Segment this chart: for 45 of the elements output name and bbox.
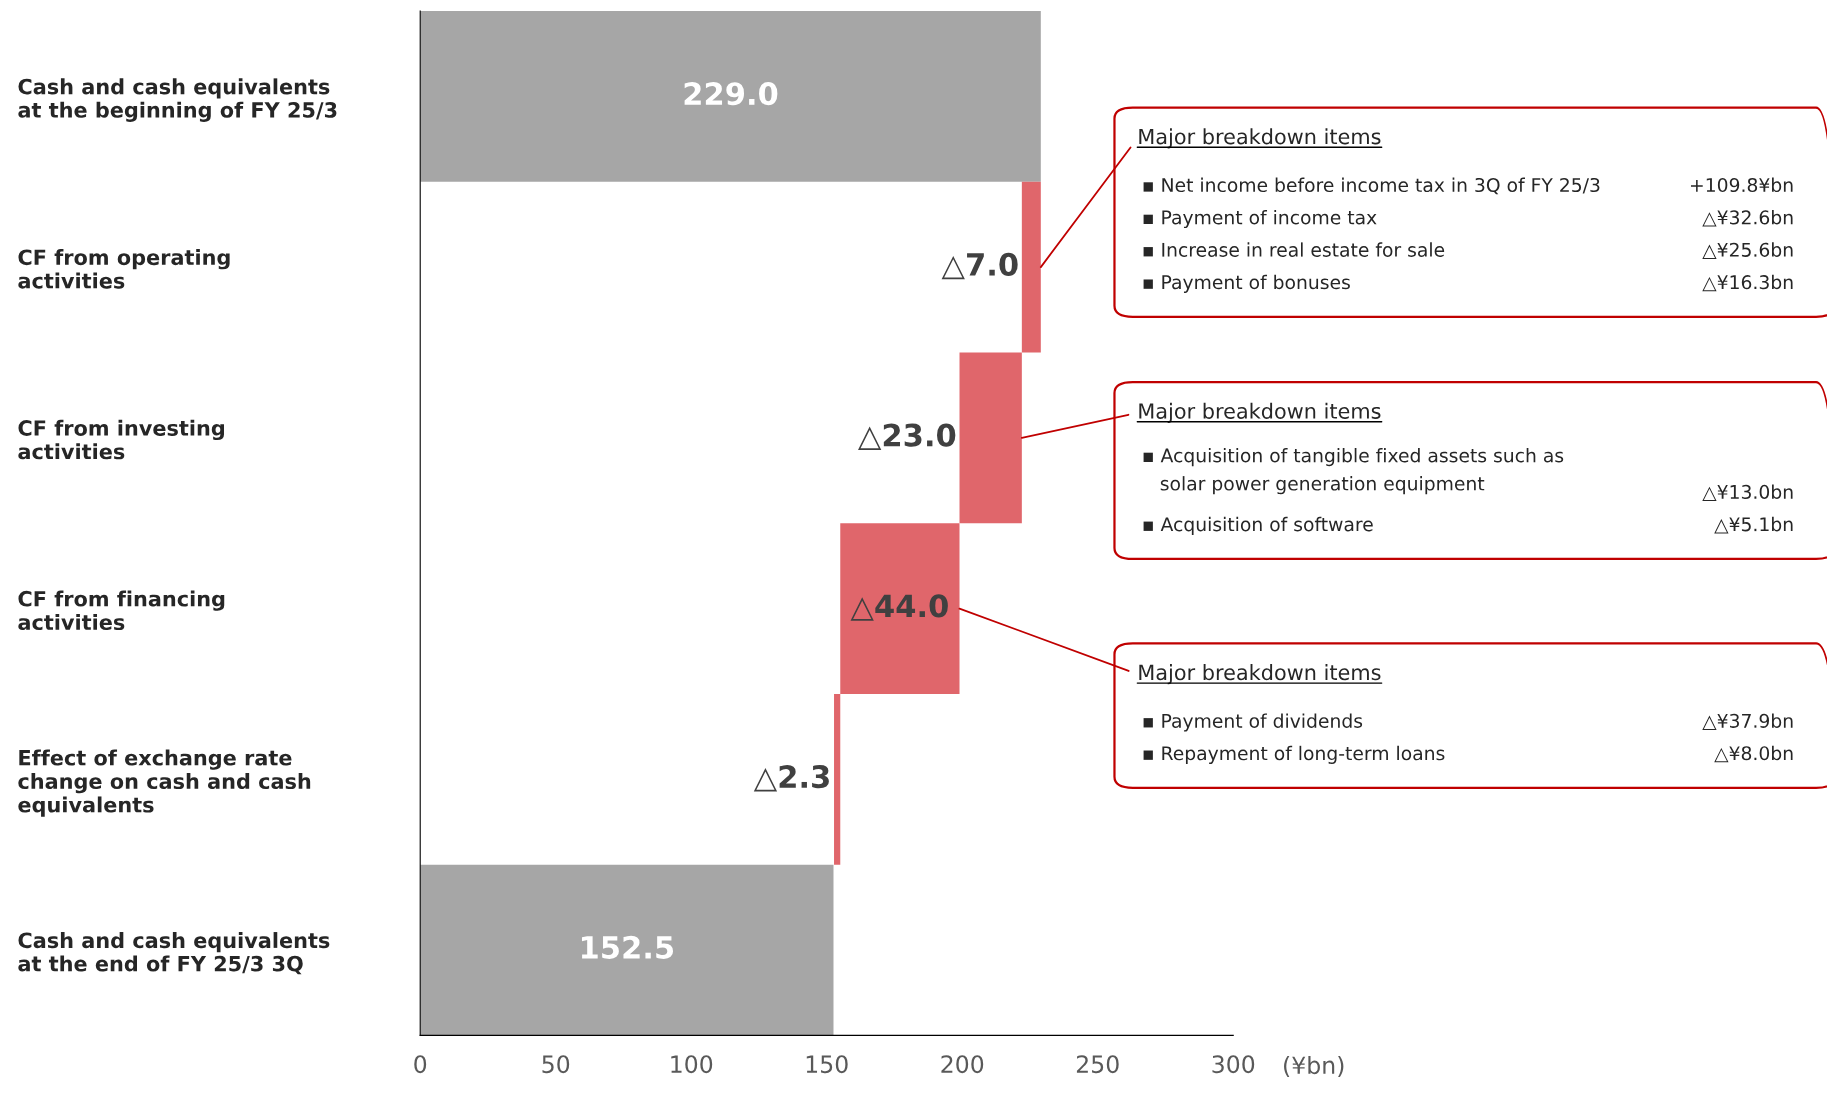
x-axis-title: (¥bn)	[1284, 1055, 1344, 1077]
annotation: ▪ Net income before income tax in 3Q of FY 25/3	[1143, 177, 1600, 195]
data-label: 229.0	[684, 82, 778, 106]
annotation: ▪ Payment of bonuses	[1143, 274, 1350, 293]
bar	[840, 523, 960, 694]
x-tick-label: 50	[542, 1055, 570, 1074]
x-tick-label: 0	[414, 1055, 427, 1074]
annotation: ▪ Repayment of long-term loans	[1143, 745, 1445, 764]
x-tick-label: 200	[941, 1055, 984, 1074]
x-tick-label: 300	[1212, 1055, 1255, 1074]
bar	[1021, 181, 1041, 353]
data-label: △7.0	[941, 252, 1018, 280]
bar	[420, 864, 834, 1036]
x-tick-label: 150	[806, 1055, 848, 1074]
y-tick-label: CF from operating activities	[18, 249, 230, 289]
text: △¥32.6bn	[1702, 209, 1793, 227]
text: △¥37.9bn	[1702, 713, 1793, 730]
x-tick-label: 250	[1076, 1055, 1119, 1074]
y-tick-label: Cash and cash equivalents at the end of FY 25/3 3Q	[18, 932, 330, 975]
annotation: ▪ Acquisition of tangible fixed assets such as solar power generation equipment	[1143, 447, 1564, 495]
annotation: Major breakdown items	[1139, 128, 1381, 149]
data-label: △2.3	[753, 765, 829, 792]
text: △¥13.0bn	[1702, 484, 1793, 502]
text: +109.8¥bn	[1690, 177, 1793, 193]
bar	[959, 352, 1022, 524]
annotation: ▪ Increase in real estate for sale	[1143, 242, 1445, 257]
data-label: △44.0	[850, 594, 948, 621]
annotation: ▪ Acquisition of software	[1143, 516, 1373, 536]
text: △¥25.6bn	[1702, 242, 1793, 259]
y-tick-label: Cash and cash equivalents at the beginning of FY 25/3	[18, 78, 337, 123]
y-tick-label: CF from financing activities	[18, 590, 225, 631]
y-tick-label: Effect of exchange rate change on cash and cash equivalents	[18, 749, 311, 817]
annotation: ▪ Payment of income tax	[1143, 209, 1377, 229]
y-tick-label: CF from investing activities	[18, 419, 224, 460]
x-tick-label: 100	[671, 1055, 713, 1074]
bar	[420, 10, 1041, 182]
text: △¥16.3bn	[1702, 274, 1793, 292]
annotation: Major breakdown items	[1139, 402, 1381, 423]
data-label: △23.0	[858, 423, 956, 451]
annotation: ▪ Payment of dividends	[1143, 713, 1363, 732]
text: △¥5.1bn	[1714, 516, 1793, 534]
annotation: Major breakdown items	[1139, 664, 1381, 685]
data-label: 152.5	[581, 935, 674, 959]
text: △¥8.0bn	[1714, 745, 1793, 763]
bar	[834, 693, 841, 865]
